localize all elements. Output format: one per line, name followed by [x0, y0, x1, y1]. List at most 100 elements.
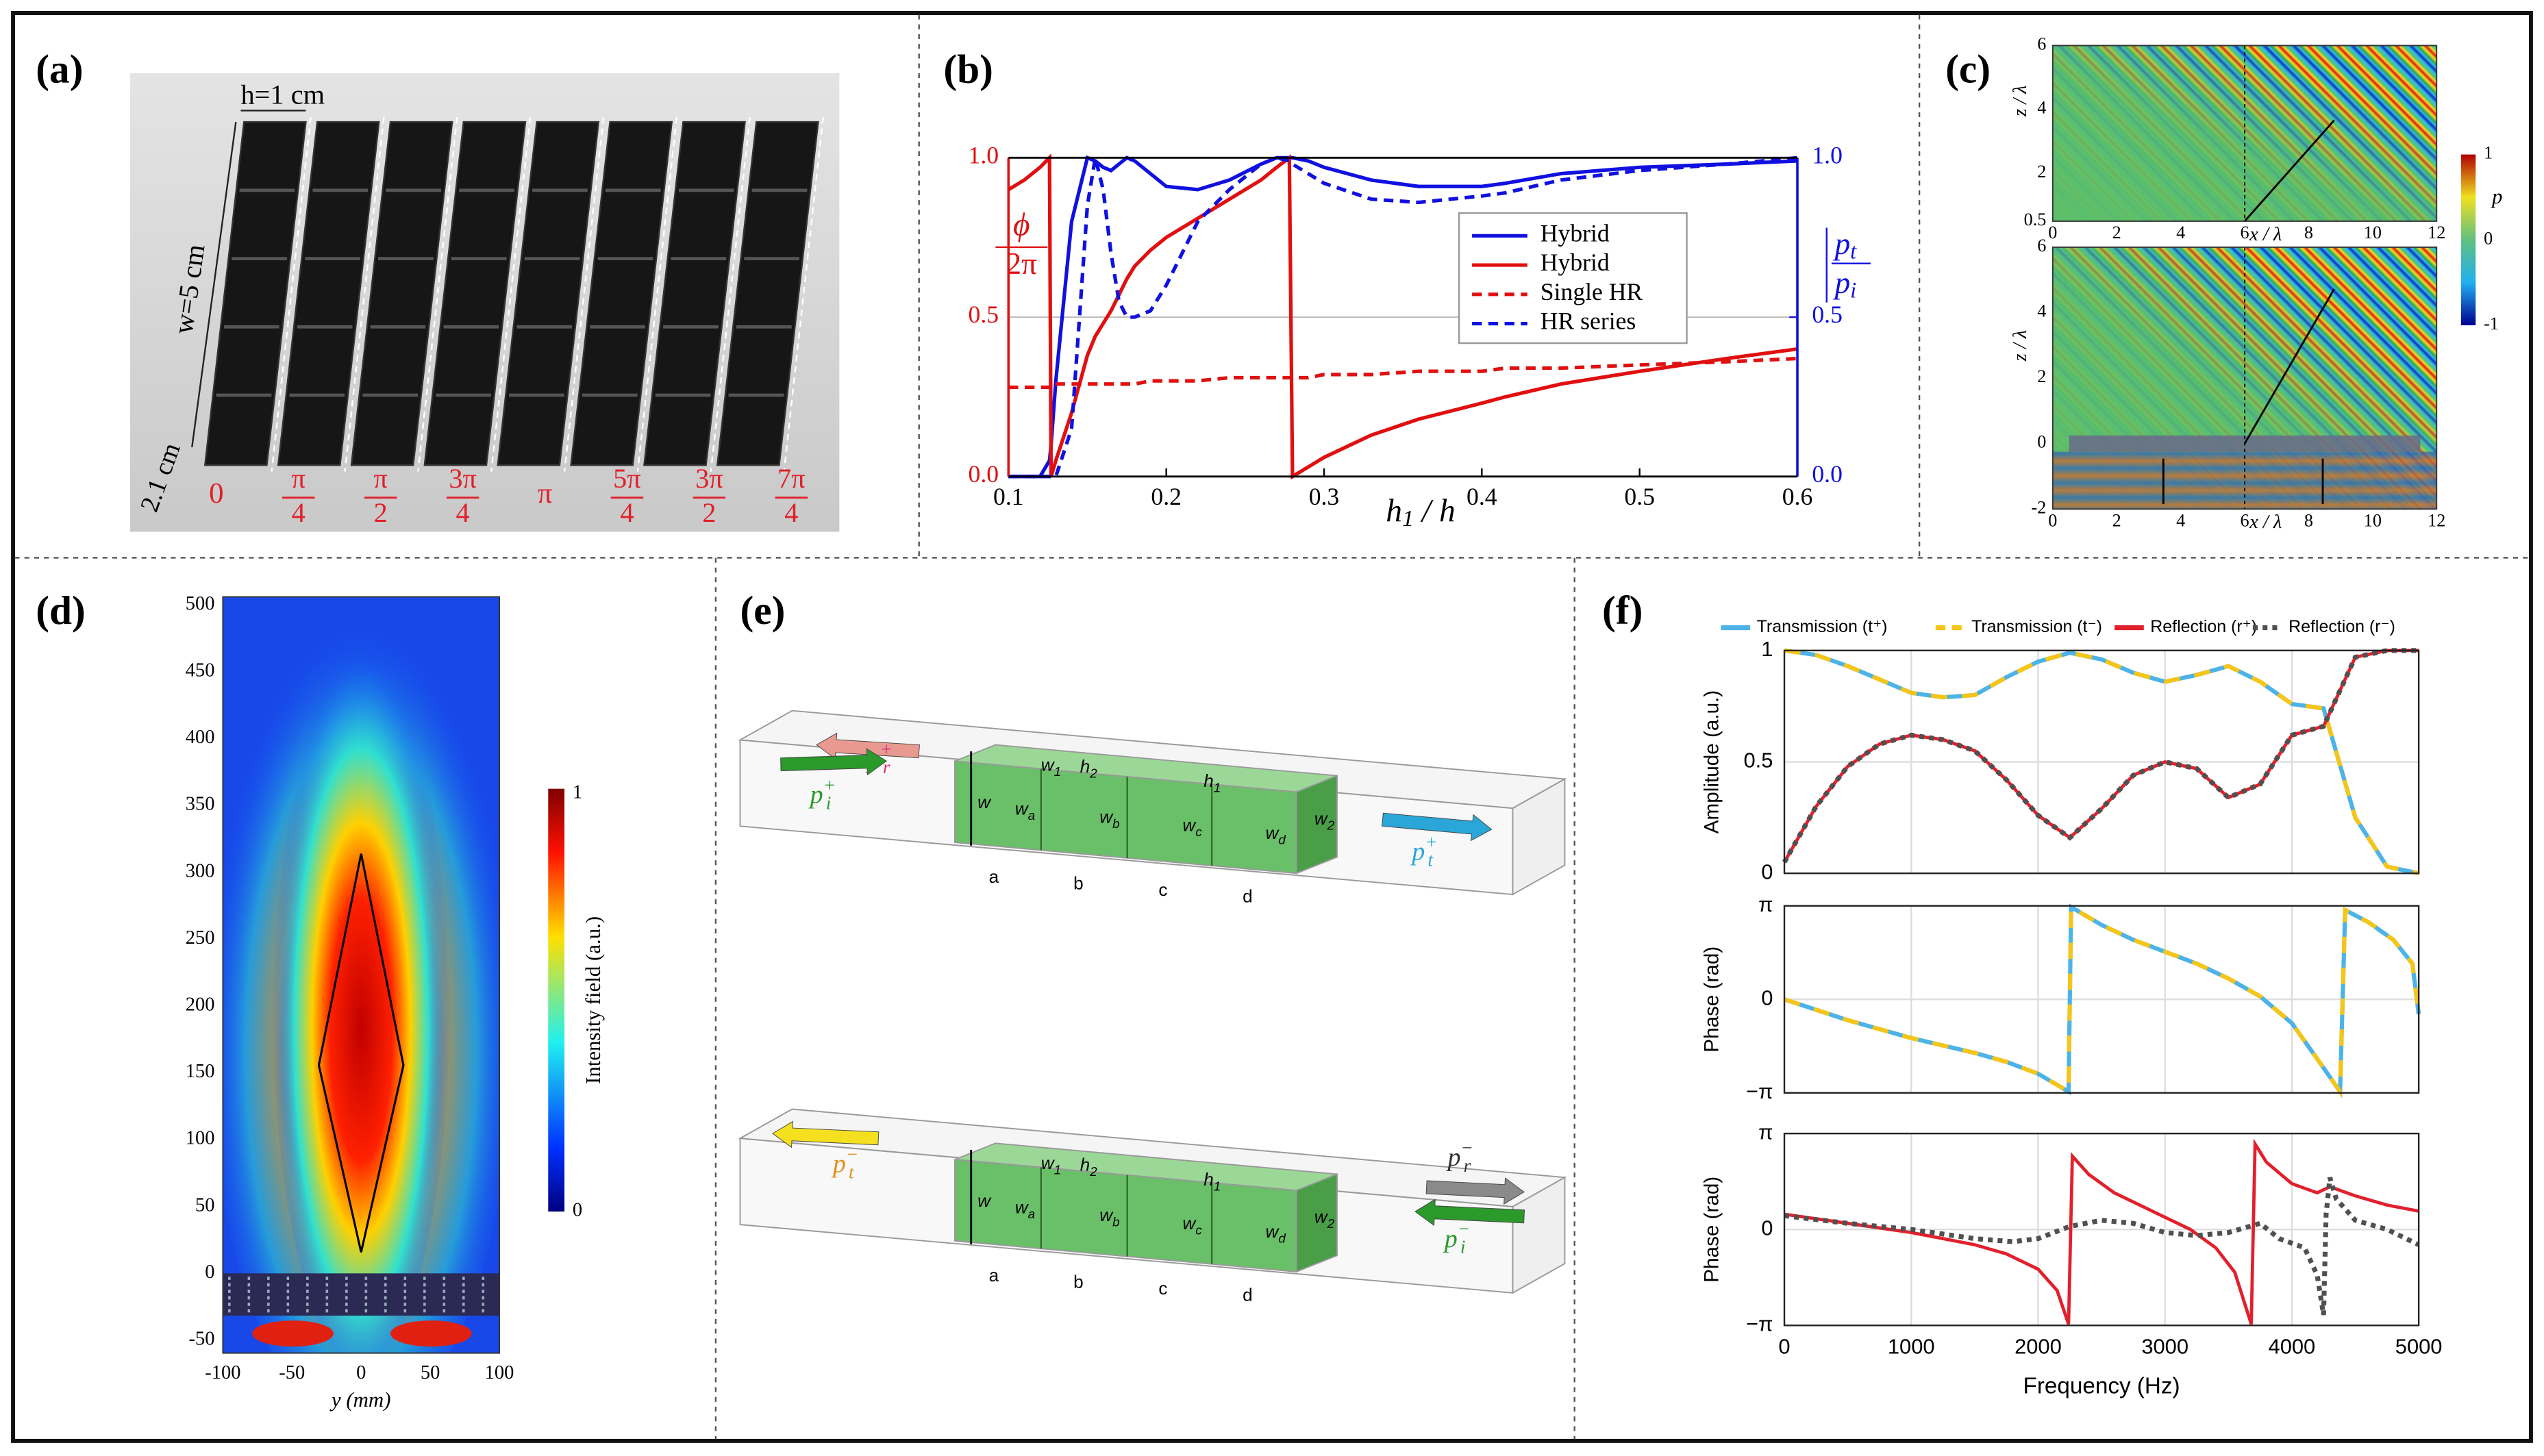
dimension-label: w: [977, 792, 992, 812]
label-base: h: [1386, 493, 1402, 529]
label-sub: 1: [1402, 506, 1414, 531]
dimension-label: w1: [1041, 754, 1061, 779]
phase-label: 2: [702, 497, 716, 528]
panel-letter: (b): [943, 46, 993, 91]
x-tick-label: 10: [2364, 510, 2382, 530]
cell-label: a: [989, 866, 999, 887]
wave-label: p− r: [1445, 1138, 1473, 1176]
label-base: w: [1182, 814, 1197, 835]
x-tick-label: 12: [2428, 510, 2445, 530]
colorbar-tick: 1: [2484, 143, 2493, 163]
dimension-label: wb: [1099, 806, 1119, 831]
label-base: p: [808, 780, 823, 809]
label-sub: i: [826, 793, 832, 814]
dimension-label: wb: [1099, 1205, 1119, 1229]
cell-divider: [344, 116, 385, 472]
label-sub: 1: [1214, 781, 1221, 795]
phase-label: π: [374, 463, 388, 494]
label-base: w: [1266, 1221, 1280, 1242]
x-tick-label: 0: [1778, 1335, 1790, 1359]
colorbar-tick: 1: [573, 781, 582, 803]
wave-label: p− i: [1443, 1219, 1470, 1257]
legend-label: HR series: [1541, 307, 1636, 335]
z-tick-label: -2: [2032, 497, 2047, 517]
x-tick-label: 0: [2048, 223, 2057, 242]
y-tick-label: 200: [186, 994, 215, 1015]
y-label: Amplitude (a.u.): [1700, 690, 1723, 833]
legend-label: Reflection (r⁻): [2289, 617, 2395, 636]
label-sub: i: [1850, 279, 1856, 303]
x-tick-label: 8: [2304, 510, 2313, 530]
label-base: w: [1266, 823, 1280, 843]
y-tick-label: 300: [186, 860, 215, 881]
x-tick-label: 4000: [2269, 1335, 2316, 1359]
cell-divider: [563, 116, 605, 472]
label-base: h: [1204, 770, 1214, 791]
cell-divider: [271, 116, 312, 472]
label-base: p: [831, 1149, 846, 1178]
map-frame: [222, 596, 501, 1354]
phase-label: 3π: [449, 463, 477, 494]
y-label: Phase (rad): [1700, 946, 1723, 1053]
cell-label: c: [1158, 879, 1167, 900]
y-tick-label: 0.5: [1743, 749, 1773, 773]
map-frame: [2052, 246, 2438, 510]
label-base: w: [1015, 798, 1030, 818]
dimension-label: w1: [1041, 1153, 1061, 1177]
label-sub: a: [1028, 808, 1035, 823]
x-tick-label: 0.3: [1309, 483, 1340, 510]
metasurface-band: [223, 1273, 500, 1316]
colorbar-tick: 0: [573, 1200, 582, 1221]
series-line: [1784, 903, 2421, 1099]
y2-label: pt: [1833, 227, 1858, 264]
y-tick-label: 0: [1761, 1216, 1773, 1240]
wave-arrow: [1414, 1198, 1525, 1227]
colorbar-label: Intensity field (a.u.): [581, 916, 605, 1084]
label-base: h: [1080, 1155, 1090, 1175]
y-tick-label: 1: [1761, 637, 1773, 661]
label-base: w: [1041, 1153, 1056, 1173]
y2-tick-label: 0.0: [1812, 460, 1843, 488]
y2-tick-label: 1.0: [1812, 142, 1843, 169]
label-sub: b: [1112, 816, 1119, 831]
dim-line: [191, 121, 237, 448]
plot-frame: [1783, 1132, 2420, 1327]
y-tick-label: −π: [1746, 1079, 1773, 1103]
label-sub: 1: [1054, 1163, 1061, 1177]
label-sub: r: [883, 757, 890, 777]
series-line: [1008, 155, 1798, 479]
label-base: h: [1080, 756, 1090, 777]
x-label: y (mm): [329, 1388, 391, 1411]
label-sub: c: [1195, 1223, 1202, 1238]
cell-label: a: [989, 1265, 999, 1285]
x-tick-label: 0: [356, 1362, 366, 1383]
x-label: Frequency (Hz): [2023, 1373, 2180, 1398]
frame: [11, 11, 2533, 1443]
label-base: w: [1182, 1213, 1197, 1233]
label-base: w: [977, 1190, 992, 1211]
back-lobe: [252, 1320, 334, 1347]
label-sub: 2: [1327, 1216, 1335, 1231]
back-lobe: [390, 1320, 472, 1347]
cell-label: b: [1073, 1271, 1084, 1292]
dimension-label: h1: [1204, 770, 1221, 795]
x-tick-label: 2000: [2015, 1335, 2062, 1359]
label-sub: c: [1195, 825, 1202, 839]
dimension-label: w2: [1314, 1206, 1335, 1231]
y-tick-label: 1.0: [969, 142, 999, 169]
wave-label: p+ t: [1410, 832, 1437, 870]
panel-letter: (d): [36, 588, 86, 633]
label-sub: i: [1460, 1237, 1466, 1257]
panel-letter: (c): [1945, 46, 1991, 91]
series-line: [1782, 649, 2419, 864]
x-tick-label: 3000: [2141, 1335, 2188, 1359]
x-tick-label: 12: [2428, 223, 2445, 242]
wave-arrow: [816, 732, 920, 760]
legend-label: Hybrid: [1541, 249, 1610, 276]
legend-label: Transmission (t⁺): [1757, 617, 1888, 636]
cell-divider: [783, 116, 824, 472]
x-label: x / λ: [2249, 512, 2282, 533]
z-tick-label: 0.5: [2024, 210, 2047, 229]
y-tick-label: 0: [1761, 859, 1773, 883]
